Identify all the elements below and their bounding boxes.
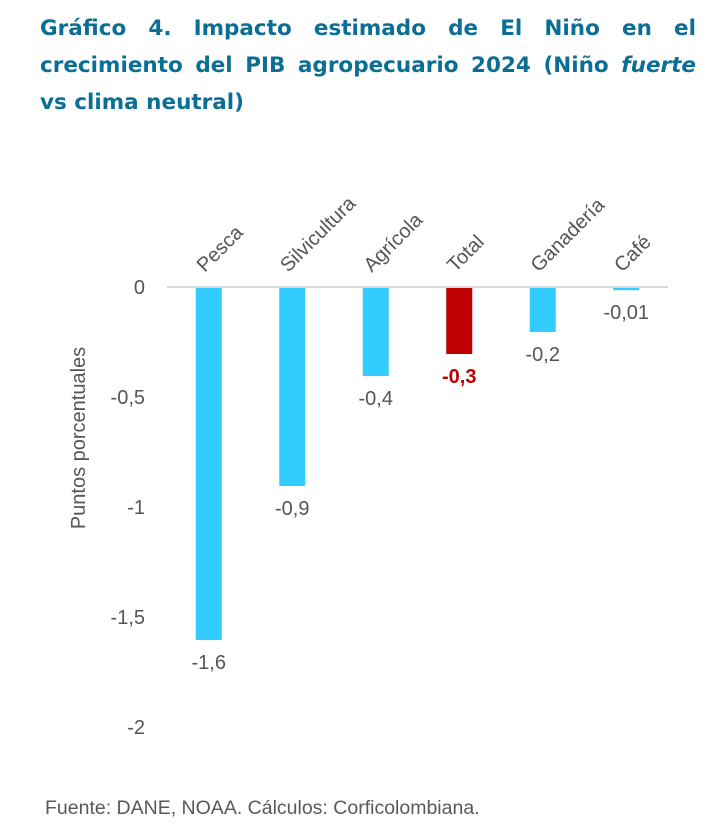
data-label: -1,6 (192, 652, 226, 674)
x-tick-label: Ganadería (527, 194, 610, 277)
y-tick-label: -1 (127, 497, 145, 519)
x-tick-label: Total (443, 231, 488, 276)
bar-café (613, 288, 640, 291)
data-label: -0,2 (526, 344, 560, 366)
data-label: -0,01 (603, 302, 649, 324)
y-tick-label: 0 (134, 277, 145, 299)
data-label: -0,4 (359, 388, 393, 410)
bar-ganadería (529, 288, 556, 332)
y-tick-label: -0,5 (111, 387, 145, 409)
source-note: Fuente: DANE, NOAA. Cálculos: Corficolom… (45, 797, 480, 819)
x-tick-label: Agrícola (360, 208, 428, 276)
bar-silvicultura (279, 288, 306, 486)
chart-title-part2: vs clima neutral) (40, 90, 244, 115)
chart-title-part1: Gráfico 4. Impacto estimado de El Niño e… (40, 16, 696, 78)
data-labels: -1,6 -0,9 -0,4 -0,3 -0,2 -0,01 (192, 302, 650, 674)
x-tick-label: Pesca (193, 221, 248, 276)
x-tick-label: Silvicultura (276, 192, 361, 277)
y-axis-title: Puntos porcentuales (68, 347, 90, 529)
x-tick-label: Café (610, 231, 655, 276)
y-axis-ticks: 0 -0,5 -1 -1,5 -2 (111, 277, 145, 739)
y-tick-label: -1,5 (111, 607, 145, 629)
bar-chart: 0 -0,5 -1 -1,5 -2 Pesca Silvicultura Agrícola T… (68, 192, 668, 739)
data-label: -0,3 (442, 366, 476, 388)
bar-agrícola (362, 288, 389, 376)
bar-total (446, 288, 473, 354)
y-tick-label: -2 (127, 717, 145, 739)
category-labels: Pesca Silvicultura Agrícola Total Ganadería C… (193, 192, 656, 277)
chart-title-italic: fuerte (621, 53, 696, 78)
bars (195, 288, 640, 640)
chart-title: Gráfico 4. Impacto estimado de El Niño e… (40, 10, 696, 121)
bar-pesca (195, 288, 222, 640)
data-label: -0,9 (275, 498, 309, 520)
